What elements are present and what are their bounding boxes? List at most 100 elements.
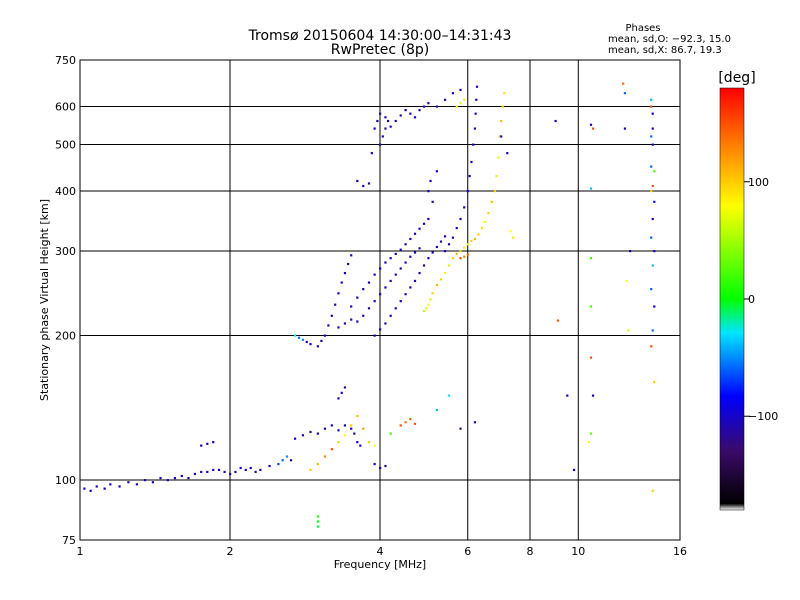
data-point (359, 444, 362, 447)
data-point (427, 217, 430, 221)
data-point (362, 314, 365, 317)
data-point (413, 251, 417, 254)
colorbar-label: [deg] (718, 70, 755, 86)
data-point (127, 481, 130, 484)
data-point (466, 190, 469, 193)
data-point (389, 257, 392, 260)
data-point (370, 152, 373, 155)
y-axis-ticks: 75 100 200 300 400 500 600 750 (55, 54, 76, 547)
data-point (480, 227, 483, 230)
data-point (285, 455, 288, 458)
data-point (200, 470, 203, 474)
data-point (474, 112, 477, 115)
colorbar-tick-label: 100 (748, 176, 769, 189)
data-point (623, 92, 627, 95)
data-point (413, 116, 417, 119)
data-point (346, 262, 350, 266)
data-point (477, 233, 480, 236)
x-tick-label: 4 (377, 545, 384, 558)
data-point (340, 391, 343, 394)
data-point (459, 427, 462, 430)
data-point (556, 319, 560, 322)
data-point (572, 468, 576, 472)
data-point (589, 432, 593, 435)
data-point (337, 326, 340, 329)
data-point (473, 421, 477, 424)
data-point (512, 236, 515, 239)
data-point (425, 307, 428, 310)
data-point (651, 184, 654, 188)
data-point (500, 119, 503, 123)
data-point (394, 273, 397, 276)
data-point (459, 217, 462, 221)
data-point (413, 422, 417, 425)
data-point (427, 190, 430, 193)
data-point (506, 152, 509, 155)
data-point (443, 250, 447, 253)
data-point (473, 127, 477, 130)
data-point (356, 296, 359, 299)
data-point (337, 292, 340, 295)
data-point (384, 116, 387, 119)
data-point (337, 441, 340, 444)
data-point (259, 468, 262, 472)
data-point (503, 92, 506, 95)
data-point (323, 427, 327, 430)
data-point (384, 286, 387, 289)
data-point (305, 340, 308, 344)
data-point (384, 464, 387, 468)
data-point (651, 143, 654, 146)
data-point (431, 292, 434, 295)
y-tick-label: 750 (55, 54, 76, 67)
data-point (293, 334, 297, 337)
y-tick-label: 600 (55, 101, 76, 114)
data-point (323, 455, 327, 458)
colorbar-ticks: 100 0 −100 (744, 176, 778, 423)
data-point (650, 288, 653, 291)
data-point (389, 432, 392, 435)
data-point (343, 424, 347, 427)
data-point (566, 394, 569, 397)
data-point (367, 307, 371, 310)
data-point (651, 217, 654, 221)
data-point (500, 135, 503, 138)
data-point (463, 206, 466, 209)
colorbar-tick-label: 0 (748, 293, 755, 306)
data-point (297, 336, 301, 339)
data-point (212, 441, 215, 444)
data-point (337, 397, 340, 400)
stats-line-x: mean, sd,X: 86.7, 19.3 (608, 45, 722, 56)
data-point (367, 182, 371, 185)
data-point (650, 345, 653, 348)
data-point (330, 448, 333, 451)
data-point (337, 429, 340, 432)
data-point (443, 98, 447, 101)
data-point (625, 279, 628, 283)
data-point (431, 200, 434, 203)
data-point (589, 305, 593, 308)
stats-heading: Phases (625, 23, 660, 34)
data-point (653, 305, 656, 308)
chart-subtitle: RwPretec (8p) (331, 42, 429, 58)
data-point (435, 105, 438, 108)
data-point (320, 339, 323, 343)
data-point (651, 127, 654, 130)
data-point (200, 444, 203, 447)
data-point (429, 179, 432, 183)
data-point (109, 483, 112, 486)
data-point (473, 237, 477, 241)
data-point (353, 432, 356, 435)
colorbar (719, 87, 745, 511)
data-point (589, 356, 593, 359)
data-point (362, 184, 365, 188)
data-point (151, 481, 155, 484)
x-tick-label: 2 (227, 545, 234, 558)
data-point (330, 314, 333, 317)
data-point (343, 434, 347, 437)
data-point (301, 434, 305, 437)
data-point (244, 468, 247, 472)
data-point (463, 255, 466, 258)
data-point (451, 257, 455, 260)
data-point (103, 487, 106, 490)
